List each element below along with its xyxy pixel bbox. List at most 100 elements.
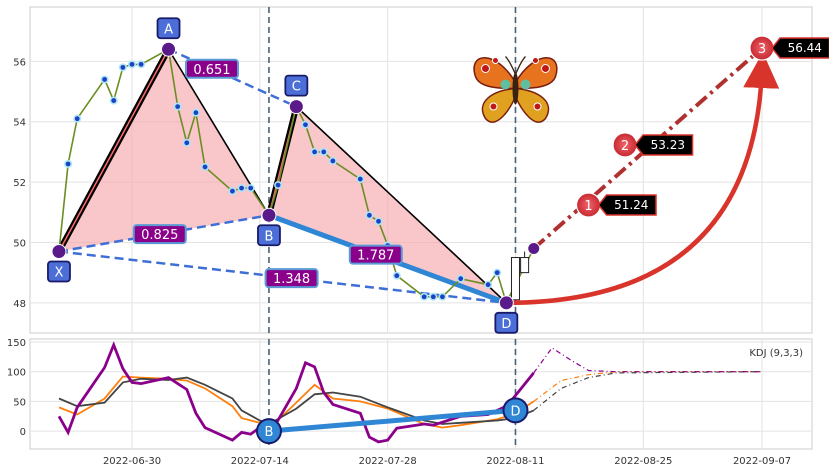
- candle-body: [510, 257, 520, 301]
- price-point: [275, 182, 281, 188]
- ratio-label: 0.651: [193, 63, 230, 78]
- pattern-point-a: [161, 41, 177, 57]
- price-point: [120, 64, 126, 70]
- ratio-box: [184, 58, 239, 79]
- target-path: [532, 46, 764, 250]
- leg-cd: [295, 106, 507, 304]
- ratio-box: [348, 244, 403, 265]
- price-point: [175, 104, 181, 110]
- pattern-label: C: [292, 80, 301, 95]
- y-tick-label: 54: [13, 118, 26, 129]
- price-point: [394, 273, 400, 279]
- candle-body: [520, 257, 530, 274]
- indicator-panel: [29, 338, 813, 450]
- axis-tick-labels: 48 50 52 54 56 0 50 100 150 2022-06-30 2022-07-14 2…: [7, 57, 791, 467]
- butterfly-spot: [540, 64, 550, 73]
- kdj-projection-j: [533, 347, 762, 374]
- ratio-box: [132, 224, 187, 245]
- ratio-label: 0.825: [141, 228, 178, 243]
- kdj-projection-k: [533, 371, 762, 402]
- price-point: [111, 98, 117, 103]
- price-point: [494, 270, 500, 276]
- butterfly-antennae: [505, 56, 526, 75]
- kdj-bd-line: [268, 407, 516, 434]
- y-tick-label: 52: [13, 178, 26, 189]
- pattern-tag: [257, 224, 281, 247]
- butterfly-spot: [491, 57, 499, 64]
- butterfly-spot: [500, 79, 511, 90]
- price-point: [357, 176, 363, 182]
- price-series: [54, 45, 538, 307]
- pattern-tag: [47, 260, 71, 283]
- pattern-point-c: [288, 99, 304, 115]
- pattern-tag: [284, 74, 309, 97]
- pattern-point-b: [261, 207, 277, 223]
- pattern-tag: [156, 17, 181, 40]
- kdj-projection-d: [533, 371, 763, 411]
- target-tag: [634, 134, 694, 156]
- butterfly-spot: [520, 79, 531, 90]
- x-tick-label: 2022-07-28: [359, 456, 417, 467]
- butterfly-icon: [473, 56, 558, 123]
- price-point: [321, 149, 327, 155]
- target-tag: [771, 37, 829, 59]
- pattern-markers: X A B C D: [47, 17, 519, 334]
- kdj-point-label: B: [264, 425, 273, 440]
- ratio-box: [264, 268, 319, 289]
- price-point: [239, 185, 244, 191]
- price-point: [376, 218, 381, 224]
- price-point: [230, 188, 235, 194]
- kdj-point-d: [502, 397, 529, 424]
- butterfly-lower-wing: [514, 87, 550, 123]
- butterfly-spot: [533, 102, 542, 111]
- y-tick-label: 0: [20, 427, 26, 438]
- price-point: [485, 282, 491, 288]
- price-point: [138, 61, 144, 67]
- price-point: [202, 164, 208, 170]
- projection-start-point: [527, 241, 541, 255]
- pattern-point-x: [51, 244, 67, 259]
- x-tick-label: 2022-09-07: [733, 456, 791, 467]
- price-point: [129, 61, 135, 67]
- pattern-label: D: [501, 317, 511, 332]
- ratio-label: 1.348: [273, 272, 310, 287]
- x-tick-label: 2022-07-14: [231, 456, 289, 467]
- target-number: 1: [584, 199, 592, 214]
- price-point: [312, 149, 318, 155]
- x-tick-label: 2022-08-25: [614, 456, 672, 467]
- price-point: [74, 116, 80, 122]
- price-point: [65, 161, 71, 167]
- y-tick-label: 150: [7, 338, 26, 349]
- kdj-legend: KDJ (9,3,3): [749, 348, 803, 359]
- x-tick-label: 2022-08-11: [486, 456, 544, 467]
- projection-arrow: [506, 52, 780, 306]
- y-tick-label: 56: [13, 57, 26, 68]
- target-tag: [597, 194, 657, 216]
- pattern-label: X: [55, 266, 64, 281]
- butterfly-spot: [489, 102, 498, 111]
- price-point: [366, 212, 372, 218]
- pattern-label: B: [264, 229, 273, 244]
- target-number: 3: [758, 42, 766, 57]
- price-point: [330, 158, 336, 164]
- butterfly-spot: [480, 64, 490, 73]
- target-number: 2: [621, 139, 629, 154]
- xab-triangle: [58, 49, 269, 252]
- target-value: 56.44: [788, 41, 822, 55]
- price-point: [440, 294, 445, 300]
- butterfly-body: [512, 72, 519, 105]
- pattern-point-d: [498, 295, 514, 311]
- price-point: [430, 294, 436, 300]
- target-projection: 1 51.24 2 53.23 3 56.44: [506, 35, 829, 306]
- pattern-label: A: [164, 22, 173, 37]
- price-point: [184, 140, 190, 146]
- candles: [510, 251, 530, 303]
- butterfly-lower-wing: [481, 87, 517, 123]
- price-point: [303, 122, 308, 128]
- ratio-labels: 0.651 0.825 1.348 1.787: [132, 58, 403, 289]
- ratio-label: 1.787: [357, 249, 394, 264]
- y-tick-label: 50: [13, 397, 26, 408]
- target-value: 51.24: [614, 198, 648, 212]
- leg-core: [58, 48, 170, 252]
